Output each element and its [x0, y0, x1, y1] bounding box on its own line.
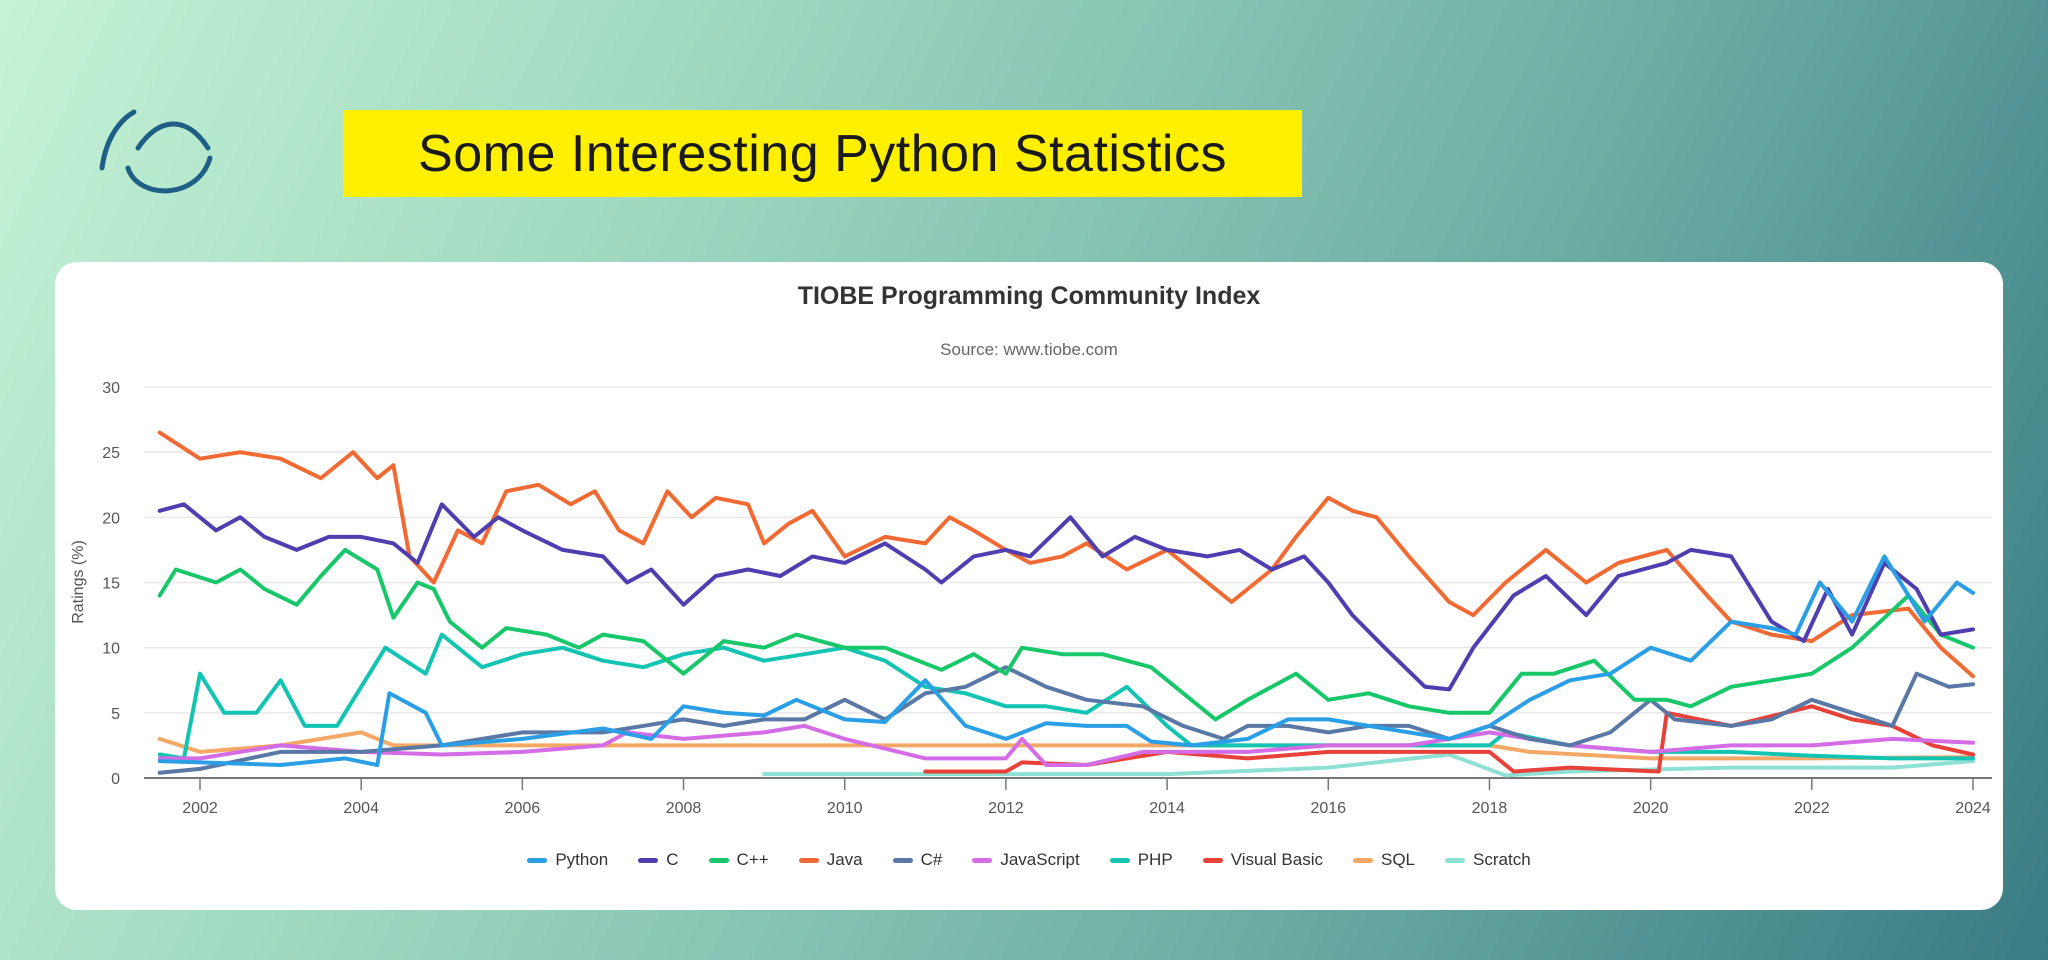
x-tick-label: 2002	[182, 800, 218, 817]
legend-label: Python	[555, 850, 609, 869]
chart-legend: Python C C++ Java C# JavaScript PHP Visual Basi…	[55, 850, 2003, 870]
legend-label: Visual Basic	[1230, 850, 1323, 869]
legend-item-scratch[interactable]: Scratch	[1445, 850, 1531, 870]
x-tick-label: 2006	[505, 800, 541, 817]
series-line-java	[157, 430, 1975, 679]
x-tick-label: 2020	[1633, 800, 1669, 817]
series-line-c-	[157, 547, 1975, 722]
y-tick-label: 5	[111, 706, 120, 723]
y-tick-label: 20	[102, 510, 120, 527]
series-line-python	[157, 554, 1975, 767]
y-tick-label: 15	[102, 576, 120, 593]
y-tick-label: 0	[111, 771, 120, 788]
legend-item-sql[interactable]: SQL	[1352, 850, 1416, 870]
chart-title: TIOBE Programming Community Index	[797, 282, 1261, 310]
legend-swatch	[1202, 857, 1223, 863]
chart-subtitle: Source: www.tiobe.com	[940, 340, 1118, 359]
x-tick-label: 2014	[1149, 800, 1185, 817]
page-headline: Some Interesting Python Statistics	[343, 110, 1302, 197]
series-line-c	[157, 502, 1975, 692]
legend-label: C	[666, 850, 679, 869]
legend-item-csharp[interactable]: C#	[892, 850, 943, 870]
legend-label: PHP	[1137, 850, 1173, 869]
legend-swatch	[798, 857, 819, 863]
legend-swatch	[972, 857, 993, 863]
x-tick-label: 2022	[1794, 800, 1830, 817]
y-tick-label: 25	[102, 445, 120, 462]
legend-label: SQL	[1380, 850, 1416, 869]
y-tick-label: 30	[102, 380, 120, 397]
legend-swatch	[708, 857, 729, 863]
legend-item-javascript[interactable]: JavaScript	[972, 850, 1080, 870]
x-tick-label: 2024	[1955, 800, 1991, 817]
legend-swatch	[1352, 857, 1373, 863]
x-tick-label: 2018	[1472, 800, 1508, 817]
legend-item-python[interactable]: Python	[527, 850, 608, 870]
legend-item-cpp[interactable]: C++	[708, 850, 769, 870]
series-line-c-	[157, 665, 1975, 775]
legend-label: Java	[826, 850, 863, 869]
line-chart: 0 5 10 15 20 25 30 2002 2004 2006 2008 2010 2012 2014…	[70, 380, 1992, 817]
legend-swatch	[1109, 857, 1130, 863]
legend-item-c[interactable]: C	[638, 850, 679, 870]
x-tick-label: 2012	[988, 800, 1024, 817]
legend-swatch	[638, 857, 659, 863]
legend-label: C++	[736, 850, 769, 869]
x-tick-label: 2016	[1310, 800, 1346, 817]
series-line-javascript	[157, 723, 1975, 767]
x-tick-label: 2004	[343, 800, 379, 817]
x-tick-label: 2008	[666, 800, 702, 817]
logo-icon	[99, 109, 213, 194]
y-tick-label: 10	[102, 641, 120, 658]
legend-item-visual-basic[interactable]: Visual Basic	[1202, 850, 1323, 870]
legend-item-php[interactable]: PHP	[1109, 850, 1173, 870]
legend-item-java[interactable]: Java	[798, 850, 863, 870]
y-axis-label: Ratings (%)	[70, 540, 87, 624]
legend-label: JavaScript	[1000, 850, 1080, 869]
chart-card: TIOBE Programming Community Index Source…	[55, 262, 2003, 910]
legend-swatch	[892, 857, 913, 863]
legend-swatch	[1445, 857, 1466, 863]
legend-label: C#	[920, 850, 943, 869]
legend-swatch	[527, 857, 548, 863]
series-line-scratch	[762, 752, 1975, 778]
legend-label: Scratch	[1473, 850, 1531, 869]
x-tick-label: 2010	[827, 800, 863, 817]
